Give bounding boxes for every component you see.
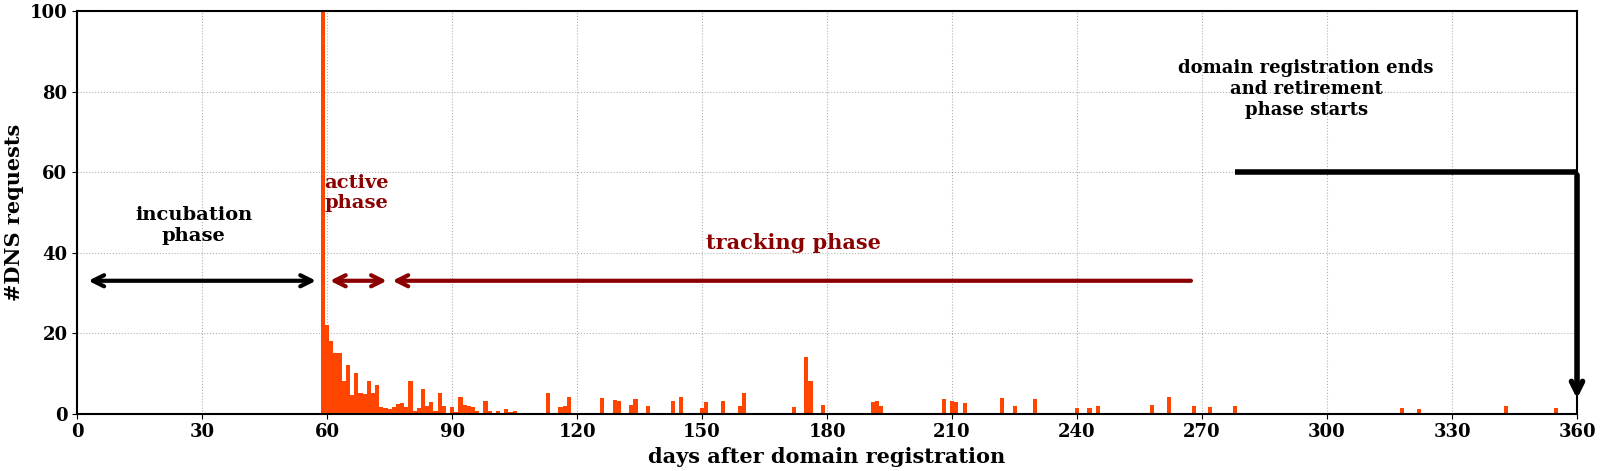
Bar bbox=[1166, 398, 1171, 414]
Bar bbox=[358, 393, 363, 414]
Bar bbox=[342, 382, 346, 414]
Y-axis label: #DNS requests: #DNS requests bbox=[5, 124, 24, 301]
Bar bbox=[434, 411, 437, 414]
Bar bbox=[1034, 398, 1037, 414]
Bar bbox=[792, 407, 795, 414]
Bar bbox=[496, 411, 501, 414]
Bar bbox=[1208, 407, 1213, 414]
Bar bbox=[875, 401, 878, 414]
Bar bbox=[442, 406, 446, 414]
Bar bbox=[1234, 406, 1237, 414]
Bar bbox=[363, 394, 366, 414]
Bar bbox=[546, 393, 550, 414]
Bar bbox=[701, 408, 704, 414]
Bar bbox=[470, 407, 475, 414]
Bar bbox=[333, 353, 338, 414]
Bar bbox=[704, 402, 709, 414]
Bar bbox=[392, 407, 395, 414]
Bar bbox=[429, 402, 434, 414]
Bar bbox=[1088, 408, 1091, 414]
Bar bbox=[426, 406, 429, 414]
X-axis label: days after domain registration: days after domain registration bbox=[648, 447, 1006, 467]
Bar bbox=[1554, 407, 1558, 414]
Bar bbox=[805, 357, 808, 414]
Bar bbox=[459, 398, 462, 414]
Bar bbox=[405, 407, 408, 414]
Bar bbox=[395, 404, 400, 414]
Bar bbox=[350, 395, 354, 414]
Text: tracking phase: tracking phase bbox=[706, 233, 882, 252]
Bar bbox=[821, 406, 826, 414]
Bar bbox=[374, 385, 379, 414]
Bar bbox=[322, 11, 325, 414]
Bar bbox=[742, 393, 746, 414]
Bar bbox=[629, 405, 634, 414]
Bar bbox=[1096, 406, 1099, 414]
Bar bbox=[878, 406, 883, 414]
Bar bbox=[387, 409, 392, 414]
Bar bbox=[408, 382, 413, 414]
Bar bbox=[488, 411, 491, 414]
Bar bbox=[613, 400, 616, 414]
Bar bbox=[421, 390, 426, 414]
Bar bbox=[558, 407, 563, 414]
Bar bbox=[509, 413, 512, 414]
Bar bbox=[462, 405, 467, 414]
Bar bbox=[384, 408, 387, 414]
Bar bbox=[616, 401, 621, 414]
Bar bbox=[475, 411, 480, 414]
Bar bbox=[371, 393, 374, 414]
Bar bbox=[454, 412, 459, 414]
Bar bbox=[1075, 407, 1078, 414]
Bar bbox=[483, 401, 488, 414]
Bar bbox=[1150, 405, 1154, 414]
Bar bbox=[1400, 408, 1405, 414]
Bar bbox=[325, 325, 330, 414]
Bar bbox=[338, 353, 342, 414]
Bar bbox=[446, 413, 450, 414]
Bar bbox=[480, 413, 483, 414]
Bar bbox=[467, 406, 470, 414]
Bar bbox=[954, 402, 958, 414]
Bar bbox=[808, 382, 813, 414]
Bar bbox=[870, 402, 875, 414]
Bar bbox=[491, 413, 496, 414]
Bar bbox=[366, 382, 371, 414]
Bar bbox=[346, 365, 350, 414]
Bar bbox=[354, 374, 358, 414]
Bar bbox=[680, 398, 683, 414]
Bar bbox=[963, 403, 966, 414]
Bar bbox=[1504, 406, 1509, 414]
Bar bbox=[512, 411, 517, 414]
Bar bbox=[566, 398, 571, 414]
Text: incubation
phase: incubation phase bbox=[136, 206, 253, 244]
Bar bbox=[634, 399, 637, 414]
Bar bbox=[1000, 398, 1005, 414]
Bar bbox=[450, 407, 454, 414]
Bar bbox=[330, 341, 333, 414]
Text: domain registration ends
and retirement
phase starts: domain registration ends and retirement … bbox=[1179, 59, 1434, 119]
Bar bbox=[504, 409, 509, 414]
Bar bbox=[1192, 406, 1195, 414]
Bar bbox=[379, 407, 384, 414]
Bar bbox=[416, 408, 421, 414]
Bar bbox=[942, 399, 946, 414]
Bar bbox=[1013, 406, 1016, 414]
Bar bbox=[722, 401, 725, 414]
Bar bbox=[413, 411, 416, 414]
Bar bbox=[437, 393, 442, 414]
Bar bbox=[950, 401, 954, 414]
Text: active
phase: active phase bbox=[325, 173, 389, 212]
Bar bbox=[400, 403, 405, 414]
Bar bbox=[1416, 409, 1421, 414]
Bar bbox=[600, 398, 605, 414]
Bar bbox=[738, 406, 742, 414]
Bar bbox=[646, 406, 650, 414]
Bar bbox=[670, 401, 675, 414]
Bar bbox=[563, 406, 566, 414]
